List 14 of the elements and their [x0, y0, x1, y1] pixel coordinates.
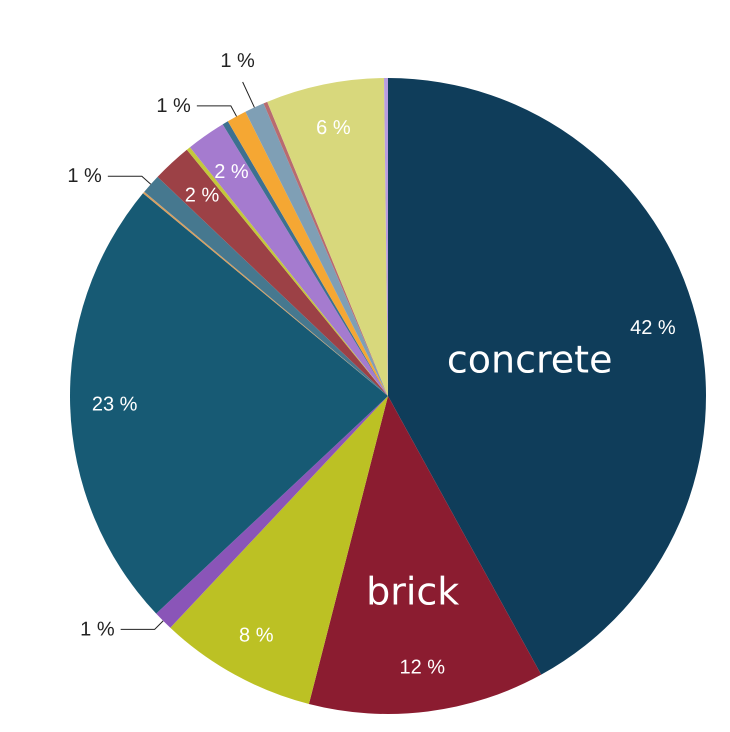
data-label: 42 %	[630, 316, 676, 339]
data-label: 23 %	[92, 394, 138, 416]
data-label: 1 %	[156, 94, 192, 117]
data-label: 6 %	[316, 117, 351, 140]
data-label: 1 %	[220, 50, 256, 72]
data-label: 8 %	[239, 624, 274, 647]
data-label: 12 %	[399, 656, 446, 678]
data-label: 1 %	[67, 165, 102, 188]
slice-label: brick	[366, 570, 460, 614]
data-label: 1 %	[80, 618, 115, 640]
pie-slice	[308, 396, 542, 714]
data-label: 2 %	[214, 160, 249, 183]
slice-label: concrete	[446, 338, 612, 382]
data-label: 2 %	[184, 184, 220, 206]
